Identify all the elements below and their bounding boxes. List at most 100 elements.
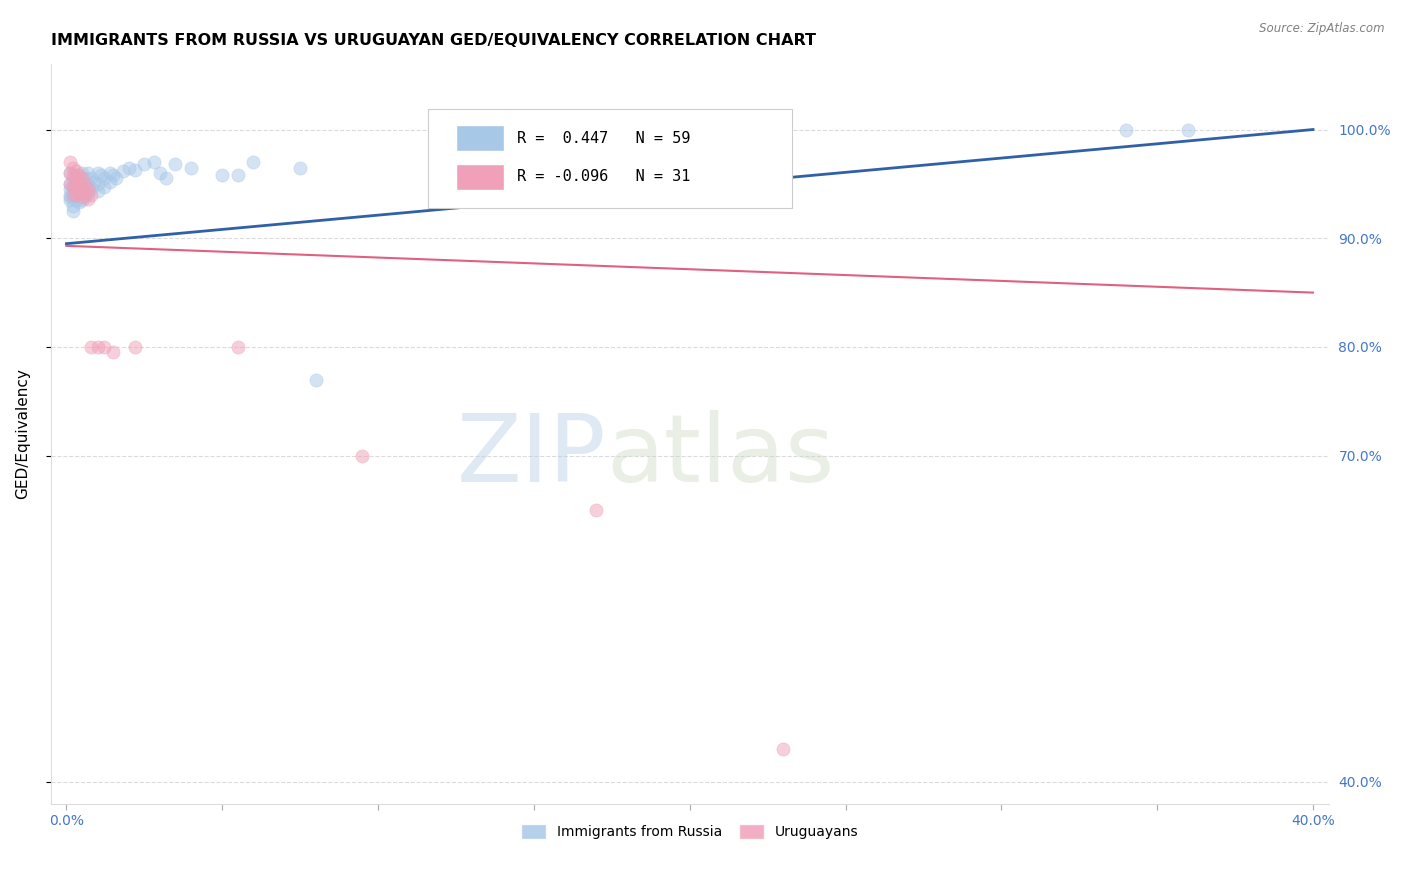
Point	[77, 182, 100, 196]
Point	[111, 164, 134, 178]
Point	[98, 175, 121, 189]
Point	[62, 199, 84, 213]
Point	[62, 171, 84, 186]
Point	[352, 449, 374, 463]
Point	[86, 177, 108, 191]
Point	[67, 187, 90, 202]
Point	[70, 181, 93, 195]
Point	[118, 161, 141, 175]
Point	[75, 171, 97, 186]
Point	[80, 340, 103, 354]
Point	[80, 171, 103, 186]
Point	[211, 168, 233, 182]
Y-axis label: GED/Equivalency: GED/Equivalency	[15, 368, 30, 500]
Point	[67, 195, 90, 210]
Point	[58, 155, 80, 169]
Point	[165, 157, 187, 171]
Point	[93, 171, 115, 186]
Text: R = -0.096   N = 31: R = -0.096 N = 31	[517, 169, 690, 184]
Point	[124, 162, 146, 177]
Point	[58, 187, 80, 202]
Legend: Immigrants from Russia, Uruguayans: Immigrants from Russia, Uruguayans	[516, 819, 865, 845]
Point	[242, 155, 264, 169]
Point	[62, 179, 84, 194]
Point	[772, 742, 794, 756]
Point	[67, 171, 90, 186]
Point	[58, 166, 80, 180]
Point	[77, 177, 100, 191]
Point	[67, 186, 90, 200]
Text: Source: ZipAtlas.com: Source: ZipAtlas.com	[1260, 22, 1385, 36]
Point	[70, 193, 93, 207]
Text: atlas: atlas	[606, 410, 835, 502]
Point	[93, 180, 115, 194]
Point	[58, 182, 80, 196]
Point	[65, 164, 87, 178]
Point	[62, 168, 84, 182]
FancyBboxPatch shape	[427, 109, 792, 209]
Point	[62, 187, 84, 202]
Point	[58, 190, 80, 204]
Point	[65, 179, 87, 194]
Point	[70, 186, 93, 200]
Point	[62, 204, 84, 219]
Point	[86, 185, 108, 199]
Point	[70, 171, 93, 186]
Point	[83, 175, 105, 189]
Point	[65, 171, 87, 186]
Point	[77, 192, 100, 206]
Point	[58, 166, 80, 180]
Point	[65, 187, 87, 202]
Text: ZIP: ZIP	[457, 410, 606, 502]
Text: R =  0.447   N = 59: R = 0.447 N = 59	[517, 131, 690, 145]
Point	[585, 503, 607, 517]
Point	[1177, 122, 1199, 136]
Point	[62, 190, 84, 204]
Point	[70, 166, 93, 180]
Point	[65, 187, 87, 202]
Point	[62, 186, 84, 200]
Point	[75, 182, 97, 196]
Point	[70, 190, 93, 204]
Point	[58, 193, 80, 207]
Point	[124, 340, 146, 354]
Point	[105, 171, 128, 186]
Point	[58, 177, 80, 191]
Bar	[456, 164, 505, 190]
Text: IMMIGRANTS FROM RUSSIA VS URUGUAYAN GED/EQUIVALENCY CORRELATION CHART: IMMIGRANTS FROM RUSSIA VS URUGUAYAN GED/…	[51, 33, 815, 48]
Point	[142, 155, 165, 169]
Point	[226, 168, 249, 182]
Point	[101, 168, 124, 182]
Point	[65, 193, 87, 207]
Point	[101, 345, 124, 359]
Point	[180, 161, 202, 175]
Point	[67, 168, 90, 182]
Point	[80, 187, 103, 202]
Bar	[456, 125, 505, 151]
Point	[86, 340, 108, 354]
Point	[65, 168, 87, 182]
Point	[155, 171, 177, 186]
Point	[98, 166, 121, 180]
Point	[67, 177, 90, 191]
Point	[75, 177, 97, 191]
Point	[80, 181, 103, 195]
Point	[67, 179, 90, 194]
Point	[226, 340, 249, 354]
Point	[58, 177, 80, 191]
Point	[65, 182, 87, 196]
Point	[149, 166, 172, 180]
Point	[90, 168, 112, 182]
Point	[75, 190, 97, 204]
Point	[77, 186, 100, 200]
Point	[70, 177, 93, 191]
Point	[134, 157, 156, 171]
Point	[62, 179, 84, 194]
Point	[75, 186, 97, 200]
Point	[93, 340, 115, 354]
Point	[62, 161, 84, 175]
Point	[288, 161, 311, 175]
Point	[77, 166, 100, 180]
Point	[65, 177, 87, 191]
Point	[86, 166, 108, 180]
